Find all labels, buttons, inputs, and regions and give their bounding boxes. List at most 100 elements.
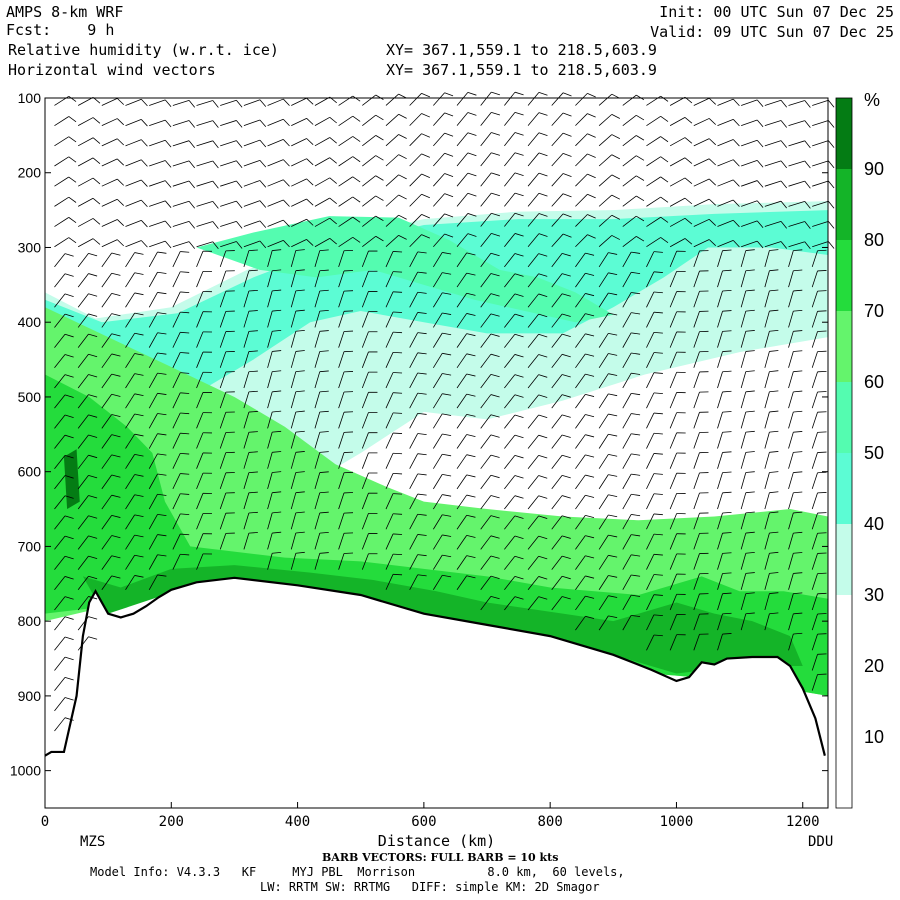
wind-barb-flag [68,136,77,143]
wind-barb-staff [220,241,237,248]
wind-barb-staff [220,99,237,106]
wind-barb-staff [77,354,89,369]
wind-barb-flag [417,392,427,395]
wind-barb-staff [740,250,747,268]
wind-barb-staff [575,515,586,530]
wind-barb-flag [745,511,755,514]
wind-barb-staff [527,414,539,429]
wind-barb-staff [693,138,710,147]
wind-barb-staff [101,272,112,288]
wind-barb-staff [125,413,135,429]
wind-barb-staff [54,313,66,328]
wind-barb-staff [551,434,563,449]
wind-barb-staff [77,475,89,490]
wind-barb-staff [598,272,609,288]
wind-barb-staff [527,112,540,126]
wind-barb-flag [157,251,167,254]
wind-barb-staff [219,270,227,288]
wind-barb-flag [636,215,645,222]
wind-barb-staff [740,391,747,409]
wind-barb-staff [693,270,700,288]
wind-barb-flag [164,200,172,208]
wind-barb-flag [134,413,144,417]
wind-barb-staff [385,311,394,328]
wind-barb-staff [267,310,273,328]
wind-barb-flag [352,216,361,223]
wind-barb-staff [646,332,655,348]
wind-barb-flag [804,160,811,169]
wind-barb-staff [433,132,445,147]
wind-barb-flag [117,118,125,126]
wind-barb-staff [433,353,443,369]
wind-barb-flag [653,291,663,294]
wind-barb-flag [490,293,500,297]
wind-barb-flag [164,180,172,188]
wind-barb-staff [361,533,369,550]
wind-barb-staff [622,272,632,288]
wind-barb-staff [527,293,539,308]
wind-barb-staff [196,331,204,348]
xy-range-1: XY= 367.1,559.1 to 218.5,603.9 [386,41,657,59]
wind-barb-flag [295,471,305,473]
wind-barb-staff [409,433,419,449]
wind-barb-staff [54,636,66,651]
wind-barb-flag [248,289,258,292]
wind-barb-staff [172,473,181,490]
wind-barb-staff [172,241,190,248]
wind-barb-staff [219,452,227,469]
wind-barb-flag [631,251,641,254]
wind-barb-staff [598,292,609,308]
wind-barb-flag [561,454,571,459]
wind-barb-flag [745,410,755,413]
wind-barb-flag [329,197,337,205]
wind-barb-flag [608,454,618,457]
wind-barb-staff [575,414,586,429]
wind-barb-flag [236,180,243,189]
wind-barb-flag [769,592,779,594]
wind-barb-flag [631,453,641,456]
wind-barb-staff [54,697,66,712]
wind-barb-flag [660,216,669,223]
wind-barb-flag [562,233,572,238]
wind-barb-flag [561,374,571,378]
wind-barb-staff [385,113,399,126]
forecast-label: Fcst: 9 h [6,22,114,39]
wind-barb-flag [745,592,755,594]
wind-barb-staff [480,495,492,510]
wind-barb-flag [653,574,663,576]
wind-barb-flag [157,292,167,295]
wind-barb-staff [693,371,700,389]
wind-barb-staff [290,512,297,530]
wind-barb-staff [243,311,250,328]
wind-barb-staff [740,351,747,368]
wind-barb-flag [236,120,243,128]
wind-barb-flag [319,451,329,453]
wind-barb-staff [433,433,443,449]
wind-barb-staff [693,351,700,368]
wind-barb-flag [491,172,501,176]
wind-barb-flag [608,514,618,518]
wind-barb-flag [585,293,595,297]
wind-barb-flag [660,196,669,203]
wind-barb-staff [740,331,747,348]
wind-barb-flag [272,451,282,453]
wind-barb-staff [54,253,66,268]
wind-barb-staff [196,271,204,288]
wind-barb-flag [660,176,669,183]
wind-barb-staff [433,292,443,308]
wind-barb-flag [756,119,764,128]
wind-barb-flag [466,555,476,559]
wind-barb-staff [456,373,467,389]
wind-barb-flag [88,414,98,418]
wind-barb-flag [111,272,121,276]
wind-barb-staff [290,310,297,328]
barb-legend: BARB VECTORS: FULL BARB = 10 kts [322,851,559,864]
wind-barb-flag [608,272,618,276]
wind-barb-staff [740,512,747,530]
x-tick-label: 1200 [786,814,820,830]
wind-barb-staff [220,180,237,187]
wind-barb-staff [267,452,273,469]
wind-barb-staff [172,251,181,268]
wind-barb-flag [442,514,452,517]
wind-barb-flag [722,552,732,554]
